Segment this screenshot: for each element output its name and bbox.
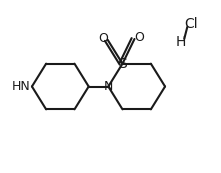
Text: N: N	[104, 80, 113, 93]
Text: O: O	[134, 31, 144, 44]
Text: S: S	[118, 57, 127, 71]
Text: HN: HN	[12, 80, 31, 93]
Text: O: O	[98, 32, 108, 45]
Text: H: H	[175, 35, 185, 49]
Text: Cl: Cl	[185, 16, 198, 30]
